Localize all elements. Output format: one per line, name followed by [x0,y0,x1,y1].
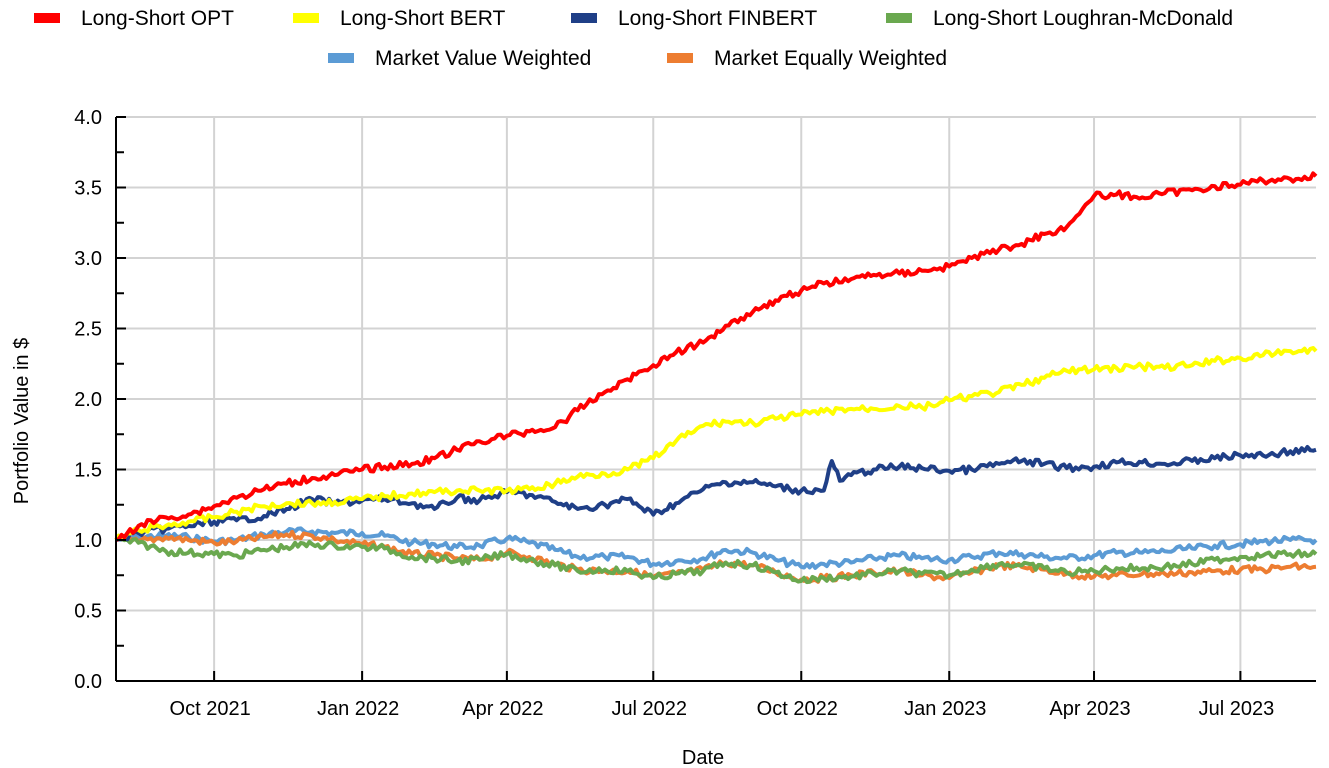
legend-label: Market Equally Weighted [714,47,947,70]
legend-swatch [667,53,693,63]
x-tick-label: Oct 2021 [170,698,251,720]
y-tick-label: 2.0 [74,389,102,411]
series-line [115,536,1318,585]
y-tick-label: 3.5 [74,178,102,200]
legend: Long-Short OPT Long-Short BERT Long-Short … [34,7,1233,70]
x-tick-label: Jan 2022 [317,698,399,720]
legend-label: Long-Short FINBERT [618,7,817,30]
y-tick-label: 2.5 [74,319,102,341]
y-tick-label: 1.0 [74,530,102,552]
x-tick-label: Jul 2022 [611,698,687,720]
legend-label: Market Value Weighted [375,47,591,70]
y-axis-label: Portfolio Value in $ [11,338,33,504]
x-tick-label: Apr 2022 [462,698,543,720]
legend-label: Long-Short BERT [340,7,506,30]
legend-swatch [886,13,912,23]
y-tick-label: 1.5 [74,460,102,482]
legend-swatch [571,13,597,23]
legend-label: Long-Short Loughran-McDonald [933,7,1233,30]
y-tick-label: 0.5 [74,601,102,623]
legend-swatch [328,53,354,63]
y-tick-label: 4.0 [74,107,102,129]
series-layer [114,171,1318,585]
series-line [115,526,1318,570]
x-tick-label: Oct 2022 [757,698,838,720]
series-line [114,445,1317,542]
axes: 0.0 0.5 1.0 1.5 2.0 2.5 3.0 3.5 4.0 Oct 2021 Jan 2… [74,107,1316,720]
legend-swatch [293,13,319,23]
grid-lines [116,116,1316,681]
series-line [114,346,1318,542]
y-tick-label: 3.0 [74,248,102,270]
x-axis-label: Date [682,747,724,768]
x-tick-label: Apr 2023 [1049,698,1130,720]
y-tick-label: 0.0 [74,671,102,693]
x-tick-label: Jul 2023 [1199,698,1275,720]
series-line [115,171,1318,542]
legend-label: Long-Short OPT [81,7,234,30]
x-tick-label: Jan 2023 [904,698,986,720]
legend-swatch [34,13,60,23]
